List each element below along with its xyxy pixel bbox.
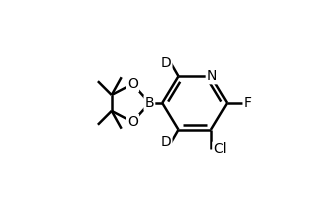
Text: D: D — [161, 56, 171, 70]
Text: B: B — [144, 96, 154, 110]
Text: D: D — [161, 135, 171, 149]
Text: O: O — [127, 77, 138, 91]
Text: F: F — [244, 96, 252, 110]
Text: Cl: Cl — [213, 143, 227, 156]
Text: N: N — [207, 69, 217, 83]
Text: O: O — [127, 115, 138, 129]
